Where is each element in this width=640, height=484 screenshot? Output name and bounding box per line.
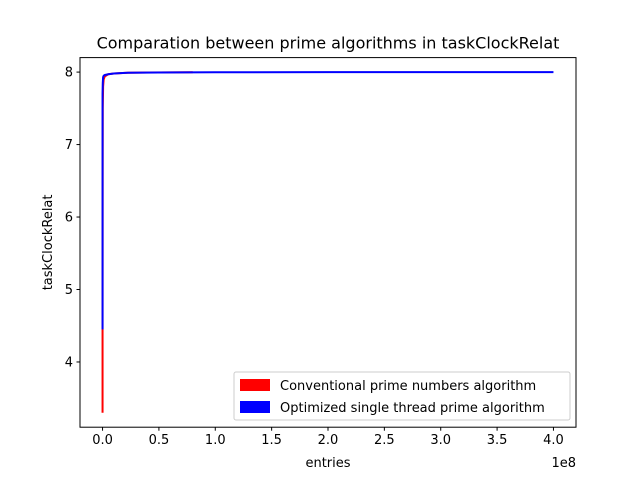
legend-swatch-optimized <box>240 401 270 413</box>
x-tick-label: 4.0 <box>543 433 564 448</box>
x-axis-offset-label: 1e8 <box>551 456 576 471</box>
y-axis-label: taskClockRelat <box>41 194 56 290</box>
chart-title: Comparation between prime algorithms in … <box>97 34 560 53</box>
x-tick-label: 1.0 <box>205 433 226 448</box>
x-tick-label: 3.0 <box>430 433 451 448</box>
legend-box <box>233 371 571 421</box>
x-tick-label: 0.5 <box>149 433 170 448</box>
x-tick-label: 2.5 <box>374 433 395 448</box>
series-line-1 <box>101 71 554 330</box>
x-tick-label: 0.0 <box>92 433 113 448</box>
legend-swatch-conventional <box>240 379 270 391</box>
series-layer <box>101 71 554 413</box>
x-tick-label: 3.5 <box>487 433 508 448</box>
x-tick-label: 2.0 <box>318 433 339 448</box>
y-tick-label: 4 <box>65 355 73 370</box>
y-tick-label: 7 <box>65 138 73 153</box>
y-tick-label: 8 <box>65 66 73 81</box>
x-axis-label: entries <box>305 456 350 471</box>
x-tick-label: 1.5 <box>261 433 282 448</box>
legend-label-conventional: Conventional prime numbers algorithm <box>280 379 536 394</box>
legend-label-optimized: Optimized single thread prime algorithm <box>280 401 545 416</box>
y-tick-label: 5 <box>65 283 73 298</box>
legend: Conventional prime numbers algorithm Opt… <box>233 371 571 421</box>
y-tick-label: 6 <box>65 211 73 226</box>
x-axis: 0.0 0.5 1.0 1.5 2.0 2.5 3.0 3.5 4.0 <box>92 427 564 448</box>
y-axis: 4 5 6 7 8 <box>65 66 80 370</box>
